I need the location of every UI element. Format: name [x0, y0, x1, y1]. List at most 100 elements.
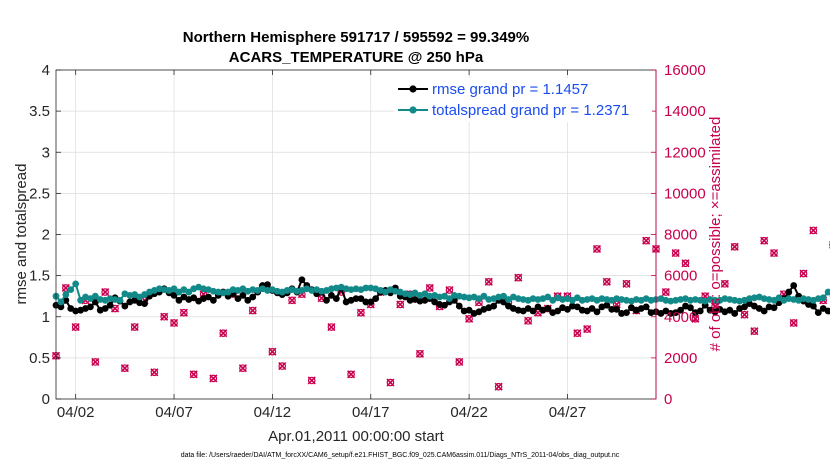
obs-point — [514, 273, 523, 282]
spread-point — [362, 284, 370, 292]
rmse-point — [824, 307, 830, 315]
obs-point — [71, 322, 80, 332]
data-file-footer: data file: /Users/raeder/DAI/ATM_forcXX/… — [181, 452, 620, 459]
legend-label-rmse: rmse grand pr = 1.1457 — [432, 81, 588, 98]
obs-point — [592, 244, 602, 253]
rmse-point — [352, 295, 360, 303]
rmse-point — [593, 308, 601, 316]
y-tick-label-right: 8000 — [664, 227, 697, 244]
y-tick-label-right: 14000 — [664, 103, 706, 120]
rmse-point — [677, 306, 684, 314]
rmse-point — [785, 288, 793, 296]
x-tick-label: 04/17 — [352, 404, 390, 421]
y-tick-label-left: 2 — [42, 227, 50, 244]
chart-marks — [51, 226, 830, 391]
rmse-point — [564, 305, 571, 313]
rmse-point — [465, 306, 473, 314]
chart-title-line2: ACARS_TEMPERATURE @ 250 hPa — [229, 49, 484, 66]
legend-label-spread: totalspread grand pr = 1.2371 — [432, 102, 629, 119]
rmse-point — [534, 303, 542, 311]
spread-point — [819, 294, 827, 302]
rmse-point — [121, 302, 129, 310]
obs-point — [425, 283, 434, 293]
rmse-point — [455, 302, 463, 310]
y-tick-label-right: 0 — [664, 391, 672, 408]
rmse-point — [814, 309, 822, 317]
rmse-point — [190, 294, 198, 302]
y-tick-label-right: 6000 — [664, 268, 697, 285]
y-tick-label-right: 16000 — [664, 62, 706, 79]
obs-point — [356, 308, 365, 317]
obs-point — [91, 357, 100, 367]
obs-point — [720, 279, 729, 288]
rmse-point — [613, 305, 621, 313]
obs-point — [524, 316, 533, 325]
y-tick-label-right: 12000 — [664, 144, 706, 161]
y-tick-label-right: 10000 — [664, 185, 706, 202]
obs-point — [386, 378, 395, 387]
spread-point — [77, 296, 84, 304]
y-tick-label-left: 2.5 — [29, 185, 50, 202]
y-tick-label-left: 4 — [42, 62, 50, 79]
rmse-point — [328, 291, 335, 299]
spread-point — [116, 296, 124, 304]
obs-point — [740, 310, 749, 319]
obs-point — [622, 279, 631, 288]
rmse-point — [239, 291, 247, 299]
obs-point — [278, 362, 287, 371]
chart-title-line1: Northern Hemisphere 591717 / 595592 = 99… — [183, 29, 529, 46]
obs-point — [396, 300, 405, 309]
rmse-point — [790, 282, 798, 289]
obs-point — [809, 226, 818, 235]
rmse-point — [249, 293, 257, 301]
spread-point — [170, 285, 178, 293]
rmse-point — [332, 295, 340, 303]
rmse-point — [529, 307, 537, 315]
obs-point — [268, 347, 277, 356]
axes: 04/02 04/07 04/12 04/17 04/22 04/27 0 0.5 1 1.5 2 2… — [29, 62, 706, 421]
spread-point — [500, 292, 507, 300]
obs-point — [415, 349, 425, 358]
rmse-point — [588, 305, 596, 312]
x-tick-label: 04/27 — [549, 404, 587, 421]
rmse-point — [623, 309, 630, 317]
rmse-point — [106, 301, 114, 309]
rmse-point — [760, 307, 768, 315]
spread-point — [91, 292, 99, 300]
rmse-point — [809, 302, 817, 310]
obs-point — [160, 312, 169, 321]
obs-point — [799, 269, 808, 278]
obs-point — [445, 285, 454, 295]
y-axis-label-left: rmse and totalspread — [13, 164, 30, 305]
obs-point — [730, 242, 739, 251]
obs-point — [189, 370, 198, 379]
obs-point — [150, 368, 159, 377]
rmse-point — [687, 304, 694, 312]
y-tick-label-left: 3.5 — [29, 103, 50, 120]
spread-point — [67, 286, 75, 294]
spread-point — [711, 296, 719, 304]
rmse-point — [57, 303, 65, 311]
obs-point — [789, 318, 798, 327]
spread-point — [480, 292, 488, 300]
spread-point — [62, 291, 70, 298]
x-tick-label: 04/02 — [57, 404, 95, 421]
x-tick-label: 04/12 — [254, 404, 292, 421]
legend-marker-spread — [409, 106, 417, 114]
rmse-point — [244, 296, 252, 304]
spread-point — [57, 298, 65, 306]
spread-point — [72, 280, 80, 288]
obs-point — [750, 327, 759, 336]
y-tick-label-left: 0 — [42, 391, 50, 408]
obs-point — [602, 277, 611, 286]
rmse-point — [573, 303, 581, 311]
rmse-point — [205, 293, 212, 301]
y-tick-label-right: 2000 — [664, 350, 697, 367]
y-tick-label-right: 4000 — [664, 309, 697, 326]
rmse-point — [170, 291, 178, 299]
rmse-point — [608, 305, 616, 313]
rmse-point — [731, 310, 739, 317]
obs-point — [681, 259, 690, 268]
x-tick-label: 04/07 — [155, 404, 193, 421]
